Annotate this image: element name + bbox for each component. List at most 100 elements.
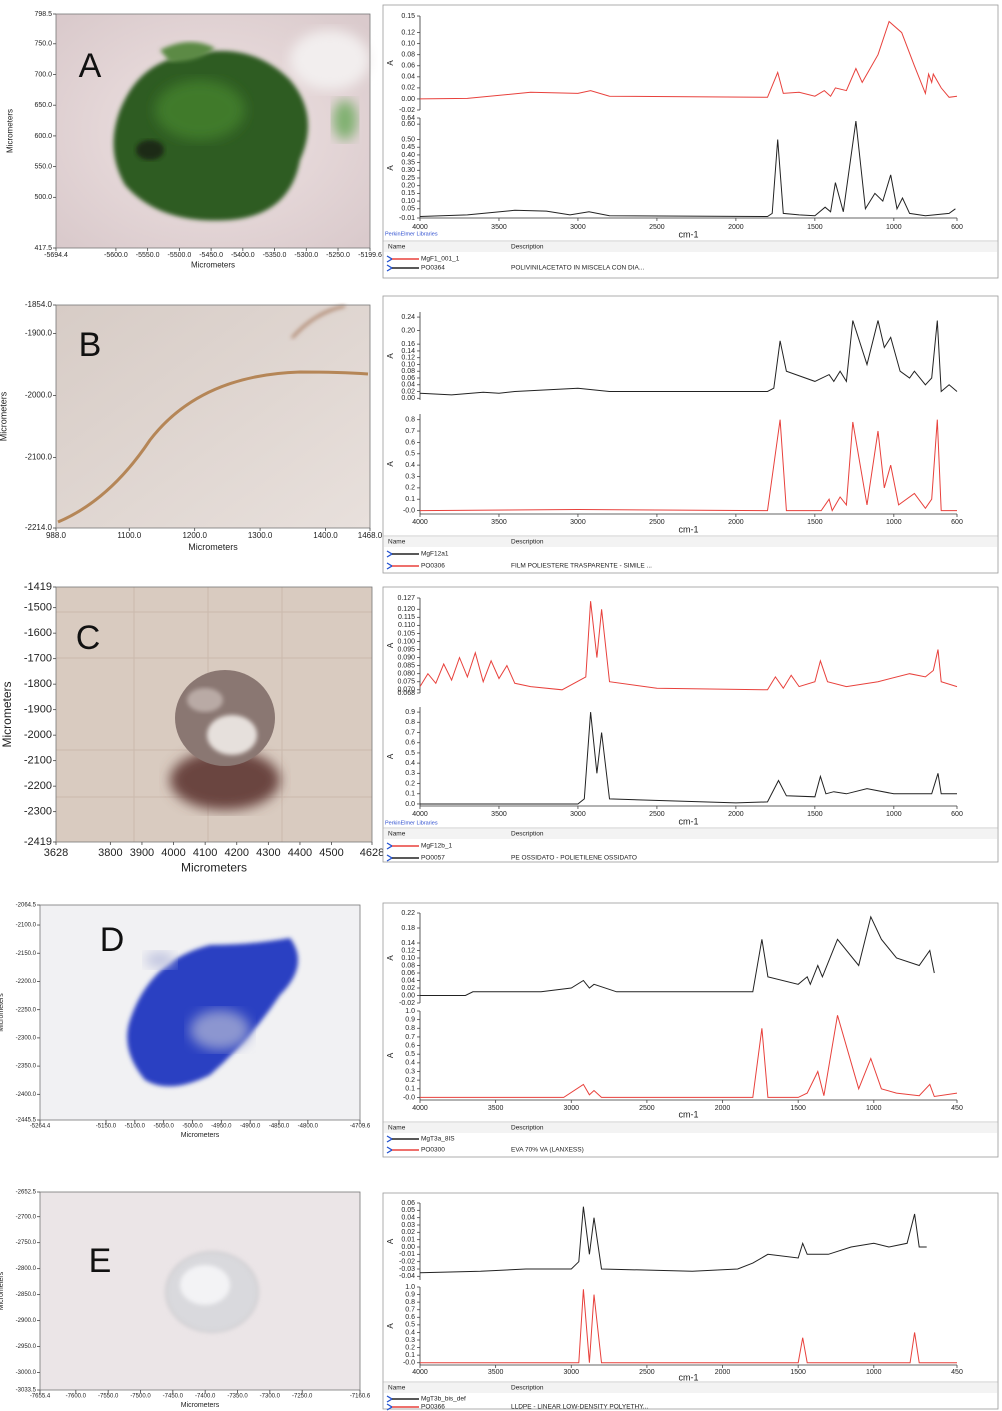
y-tick-label: 0.080 <box>397 671 415 678</box>
table-header <box>384 242 997 252</box>
micrograph-photo <box>40 1192 360 1390</box>
x-tick-label: 1000 <box>866 1105 882 1112</box>
y-tick-label: 0.6 <box>405 1042 415 1049</box>
x-tick-label: -4709.6 <box>350 1124 371 1130</box>
y-tick-label: 0.00 <box>401 992 415 999</box>
y-tick-label: 0.02 <box>401 985 415 992</box>
y-tick-label: -0.0 <box>403 1360 415 1367</box>
figure: -5694.4-5600.0-5550.0-5500.0-5450.0-5400… <box>0 0 1002 1411</box>
y-tick-label: -1854.0 <box>25 300 53 309</box>
y-tick-label: 0.8 <box>405 1025 415 1032</box>
x-tick-label: -5400.0 <box>231 252 255 259</box>
x-axis-label: cm-1 <box>679 816 699 826</box>
library-label: PerkinElmer Libraries <box>385 820 438 826</box>
y-tick-label: 0.20 <box>401 183 415 190</box>
x-tick-label: 4000 <box>412 1369 428 1376</box>
x-tick-label: 2000 <box>715 1369 731 1376</box>
y-tick-label: 0.50 <box>401 136 415 143</box>
x-tick-label: -5100.0 <box>125 1124 146 1130</box>
x-axis-label: Micrometers <box>181 1132 220 1139</box>
row-name: PO0300 <box>421 1147 445 1154</box>
x-tick-label: 3628 <box>44 847 68 859</box>
x-tick-label: -7655.4 <box>30 1394 51 1400</box>
y-tick-label: 0.3 <box>405 770 415 777</box>
x-tick-label: 1500 <box>790 1369 806 1376</box>
y-tick-label: -2200 <box>24 780 52 792</box>
y-tick-label: -2850.0 <box>16 1292 37 1298</box>
y-tick-label: 0.14 <box>401 940 415 947</box>
panel-label: D <box>100 921 125 959</box>
x-tick-label: -4800.0 <box>298 1124 319 1130</box>
x-tick-label: 1000 <box>886 224 902 231</box>
y-axis-label: A <box>386 1052 395 1058</box>
x-tick-label: -4850.0 <box>269 1124 290 1130</box>
y-axis-label: A <box>386 461 395 467</box>
x-tick-label: -5300.0 <box>294 252 318 259</box>
x-tick-label: 450 <box>951 1105 963 1112</box>
y-tick-label: 600.0 <box>34 133 52 140</box>
x-tick-label: 4628 <box>360 847 384 859</box>
x-tick-label: 4000 <box>412 519 428 526</box>
x-tick-label: -5050.0 <box>153 1124 174 1130</box>
x-tick-label: 2000 <box>728 811 744 818</box>
y-tick-label: 0.8 <box>405 417 415 424</box>
x-tick-label: 2000 <box>728 519 744 526</box>
y-tick-label: -2150.0 <box>16 951 37 957</box>
x-tick-label: 2500 <box>639 1105 655 1112</box>
x-tick-label: 1400.0 <box>313 531 338 540</box>
x-tick-label: 600 <box>951 519 963 526</box>
y-tick-label: -1419 <box>24 581 52 593</box>
y-tick-label: 0.100 <box>397 638 415 645</box>
x-tick-label: 2500 <box>649 811 665 818</box>
y-tick-label: 0.18 <box>401 925 415 932</box>
y-tick-label: -0.02 <box>399 1000 415 1007</box>
table-header-name: Name <box>388 1385 406 1392</box>
row-description: LLDPE - LINEAR LOW-DENSITY POLYETHY... <box>511 1404 648 1411</box>
row-name: MgF12a1 <box>421 551 449 558</box>
y-tick-label: -2100.0 <box>25 452 53 461</box>
x-tick-label: 3000 <box>563 1105 579 1112</box>
y-tick-label: 798.5 <box>34 11 52 18</box>
x-tick-label: 600 <box>951 224 963 231</box>
y-tick-label: 0.24 <box>401 314 415 321</box>
y-tick-label: -0.02 <box>399 107 415 114</box>
x-tick-label: -4950.0 <box>211 1124 232 1130</box>
y-tick-label: -1700 <box>24 653 52 665</box>
y-axis-label: A <box>386 753 395 759</box>
micrograph-photo <box>56 14 370 248</box>
y-tick-label: -2652.5 <box>16 1190 37 1196</box>
y-axis-label: A <box>386 1238 395 1244</box>
y-tick-label: -2250.0 <box>16 1007 37 1013</box>
x-tick-label: 450 <box>951 1369 963 1376</box>
y-tick-label: 0.5 <box>405 1322 415 1329</box>
y-tick-label: 0.075 <box>397 679 415 686</box>
y-tick-label: 0.22 <box>401 910 415 917</box>
x-tick-label: -4900.0 <box>240 1124 261 1130</box>
x-tick-label: 4000 <box>161 847 185 859</box>
x-axis-label: cm-1 <box>679 1109 699 1119</box>
y-tick-label: 0.04 <box>401 1215 415 1222</box>
y-axis-label: Micrometers <box>0 1271 5 1310</box>
table-header-name: Name <box>388 539 406 546</box>
y-tick-label: 0.10 <box>401 955 415 962</box>
y-tick-label: -2100 <box>24 755 52 767</box>
y-tick-label: -3000.0 <box>16 1370 37 1376</box>
y-tick-label: -2000 <box>24 729 52 741</box>
x-tick-label: 3800 <box>98 847 122 859</box>
table-header <box>384 537 997 547</box>
x-tick-label: 600 <box>951 811 963 818</box>
y-tick-label: 0.08 <box>401 52 415 59</box>
table-header-description: Description <box>511 1125 544 1132</box>
x-tick-label: 4300 <box>256 847 280 859</box>
y-tick-label: -0.02 <box>399 1259 415 1266</box>
y-tick-label: 0.12 <box>401 29 415 36</box>
x-axis-label: Micrometers <box>188 542 238 552</box>
y-tick-label: 0.4 <box>405 1060 415 1067</box>
y-tick-label: 0.3 <box>405 1068 415 1075</box>
y-tick-label: -1900 <box>24 704 52 716</box>
x-tick-label: -7450.0 <box>163 1394 184 1400</box>
table-header-description: Description <box>511 1385 544 1392</box>
x-axis-label: Micrometers <box>181 860 247 874</box>
y-tick-label: -3033.5 <box>16 1388 37 1394</box>
y-tick-label: -0.01 <box>399 215 415 222</box>
